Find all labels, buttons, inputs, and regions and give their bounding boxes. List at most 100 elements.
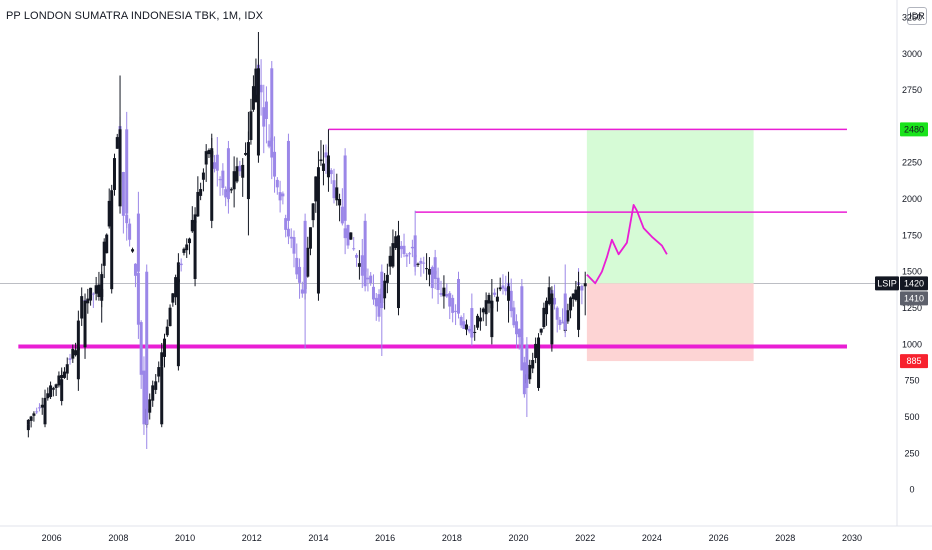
candle[interactable] bbox=[244, 142, 248, 156]
candle[interactable] bbox=[168, 304, 172, 327]
candle[interactable] bbox=[457, 271, 461, 316]
candle[interactable] bbox=[289, 228, 293, 249]
candle[interactable] bbox=[300, 281, 304, 298]
candle[interactable] bbox=[402, 233, 406, 258]
candle[interactable] bbox=[445, 283, 449, 298]
candle[interactable] bbox=[284, 214, 288, 238]
candle[interactable] bbox=[74, 342, 78, 357]
candle[interactable] bbox=[157, 361, 161, 383]
candle[interactable] bbox=[520, 278, 524, 352]
candle[interactable] bbox=[338, 193, 342, 222]
candle[interactable] bbox=[335, 173, 339, 206]
candle[interactable] bbox=[501, 274, 505, 295]
candle[interactable] bbox=[160, 358, 164, 428]
candle[interactable] bbox=[493, 288, 497, 298]
candle[interactable] bbox=[35, 407, 39, 415]
candle[interactable] bbox=[448, 291, 452, 320]
candle[interactable] bbox=[459, 315, 463, 328]
candle[interactable] bbox=[498, 277, 502, 292]
candle[interactable] bbox=[254, 58, 258, 103]
candle[interactable] bbox=[433, 249, 437, 290]
candle[interactable] bbox=[539, 328, 543, 336]
candle[interactable] bbox=[136, 191, 140, 287]
candle[interactable] bbox=[436, 267, 440, 305]
candle[interactable] bbox=[408, 251, 412, 264]
candle[interactable] bbox=[454, 304, 458, 326]
candle[interactable] bbox=[193, 213, 197, 287]
candle[interactable] bbox=[145, 264, 149, 449]
candle[interactable] bbox=[360, 238, 364, 289]
candle[interactable] bbox=[525, 337, 529, 418]
candle[interactable] bbox=[553, 284, 557, 310]
candle[interactable] bbox=[306, 236, 310, 278]
candle[interactable] bbox=[410, 239, 414, 258]
candle[interactable] bbox=[577, 271, 581, 338]
candle[interactable] bbox=[531, 352, 535, 374]
candle[interactable] bbox=[251, 75, 255, 112]
currency-button[interactable]: IDR bbox=[907, 7, 927, 25]
candle[interactable] bbox=[332, 168, 336, 204]
candle[interactable] bbox=[363, 213, 367, 287]
candle[interactable] bbox=[515, 314, 519, 349]
candle[interactable] bbox=[97, 271, 101, 301]
candle[interactable] bbox=[465, 319, 469, 336]
stop-zone[interactable] bbox=[586, 283, 754, 362]
candle[interactable] bbox=[133, 263, 137, 288]
candle[interactable] bbox=[517, 328, 521, 350]
candle[interactable] bbox=[504, 275, 508, 296]
candle[interactable] bbox=[561, 308, 565, 324]
candle[interactable] bbox=[86, 288, 90, 314]
candle[interactable] bbox=[51, 386, 55, 397]
candle[interactable] bbox=[566, 303, 570, 324]
candle[interactable] bbox=[57, 371, 61, 388]
candle[interactable] bbox=[68, 353, 72, 365]
candle[interactable] bbox=[139, 320, 143, 389]
candle[interactable] bbox=[62, 367, 66, 379]
candle[interactable] bbox=[218, 176, 222, 196]
candle[interactable] bbox=[399, 241, 403, 258]
candle[interactable] bbox=[128, 218, 132, 247]
candle[interactable] bbox=[451, 294, 455, 323]
candle[interactable] bbox=[355, 253, 359, 267]
candle[interactable] bbox=[391, 229, 395, 269]
candle[interactable] bbox=[37, 403, 41, 412]
candle[interactable] bbox=[547, 276, 551, 306]
candle[interactable] bbox=[545, 297, 549, 326]
candle[interactable] bbox=[256, 31, 260, 163]
candle[interactable] bbox=[321, 144, 325, 186]
candle[interactable] bbox=[462, 313, 466, 330]
candle[interactable] bbox=[534, 337, 538, 364]
candle[interactable] bbox=[264, 86, 268, 144]
candle[interactable] bbox=[569, 296, 573, 319]
candle[interactable] bbox=[54, 383, 58, 397]
candle[interactable] bbox=[281, 191, 285, 205]
candle[interactable] bbox=[207, 148, 211, 159]
candle[interactable] bbox=[49, 381, 53, 399]
candle[interactable] bbox=[273, 136, 277, 193]
candle[interactable] bbox=[102, 238, 106, 279]
candle[interactable] bbox=[76, 344, 80, 391]
candle[interactable] bbox=[419, 257, 423, 277]
candle[interactable] bbox=[185, 238, 189, 258]
candle[interactable] bbox=[94, 276, 98, 301]
candle[interactable] bbox=[213, 155, 217, 173]
candle[interactable] bbox=[89, 287, 93, 306]
candle[interactable] bbox=[43, 396, 47, 428]
candle[interactable] bbox=[467, 325, 471, 334]
candle[interactable] bbox=[40, 397, 44, 415]
candle[interactable] bbox=[571, 293, 575, 307]
candle[interactable] bbox=[26, 419, 30, 438]
candle[interactable] bbox=[71, 344, 75, 363]
candle[interactable] bbox=[385, 263, 389, 294]
candle[interactable] bbox=[314, 176, 318, 213]
candle[interactable] bbox=[558, 316, 562, 330]
candle[interactable] bbox=[267, 124, 271, 149]
candle[interactable] bbox=[422, 256, 426, 274]
candle[interactable] bbox=[154, 374, 158, 395]
candle[interactable] bbox=[490, 278, 494, 345]
candle[interactable] bbox=[352, 236, 356, 251]
candle[interactable] bbox=[470, 293, 474, 346]
candle[interactable] bbox=[319, 140, 323, 166]
candle[interactable] bbox=[522, 356, 526, 398]
